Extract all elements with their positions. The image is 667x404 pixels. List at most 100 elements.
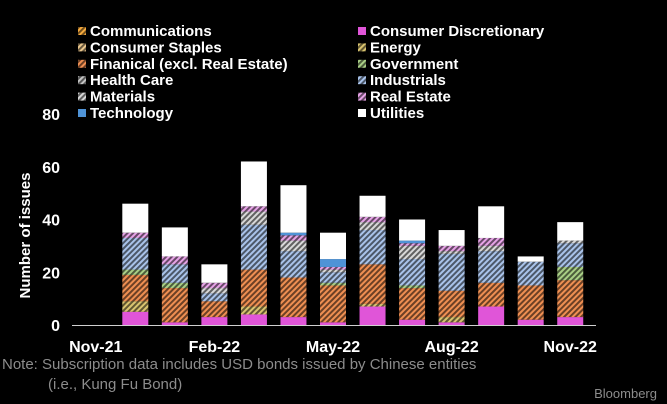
bar-segment bbox=[438, 253, 465, 291]
x-tick-label: May-22 bbox=[306, 339, 360, 356]
legend-label: Materials bbox=[90, 89, 155, 106]
bar-segment bbox=[280, 185, 307, 233]
bar-segment bbox=[161, 288, 188, 323]
bar-segment bbox=[280, 240, 307, 252]
bar-segment bbox=[201, 282, 228, 289]
bar-segment bbox=[359, 216, 386, 223]
bar-segment bbox=[557, 317, 584, 325]
bar-segment bbox=[359, 230, 386, 265]
legend-swatch bbox=[358, 59, 366, 68]
y-tick-label: 80 bbox=[42, 107, 60, 124]
bar-segment bbox=[557, 243, 584, 267]
bar-segment bbox=[161, 264, 188, 283]
chart-note: Note: Subscription data includes USD bon… bbox=[2, 355, 476, 395]
bar-segment bbox=[161, 322, 188, 325]
bar-segment bbox=[557, 280, 584, 318]
x-tick-label: Aug-22 bbox=[424, 339, 478, 356]
note-line-1: Note: Subscription data includes USD bon… bbox=[2, 356, 477, 373]
bar-segment bbox=[557, 240, 584, 244]
legend-swatch bbox=[78, 59, 86, 68]
bar-segment bbox=[320, 322, 346, 325]
bar-segment bbox=[280, 235, 307, 241]
bar-segment bbox=[399, 288, 426, 320]
bar-segment bbox=[359, 264, 386, 304]
bar-segment bbox=[320, 269, 346, 273]
bar-segment bbox=[478, 237, 505, 246]
bar-segment bbox=[517, 256, 544, 262]
bar-segment bbox=[399, 219, 426, 241]
y-tick-label: 0 bbox=[51, 318, 60, 335]
bar-segment bbox=[161, 282, 188, 289]
bar-segment bbox=[478, 251, 505, 283]
bar-segment bbox=[320, 272, 346, 283]
bar-segment bbox=[320, 285, 346, 323]
legend-swatch bbox=[78, 109, 86, 117]
bar-segment bbox=[399, 259, 426, 286]
bar-segment bbox=[359, 222, 386, 231]
bar-segment bbox=[201, 301, 228, 318]
bar-segment bbox=[122, 232, 149, 238]
bar-segment bbox=[557, 222, 584, 241]
bar-segment bbox=[161, 227, 188, 257]
legend-label: Government bbox=[370, 56, 458, 73]
bar-segment bbox=[478, 206, 505, 238]
y-tick-label: 20 bbox=[42, 265, 60, 282]
y-tick-label: 40 bbox=[42, 213, 60, 230]
bar-segment bbox=[240, 224, 267, 270]
bar-segment bbox=[517, 261, 544, 286]
x-tick-label: Nov-21 bbox=[69, 339, 122, 356]
bar-segment bbox=[438, 230, 465, 246]
bar-segment bbox=[122, 203, 149, 233]
legend-swatch bbox=[358, 43, 366, 52]
bar-segment bbox=[320, 282, 346, 286]
bar-segment bbox=[399, 240, 426, 244]
bar-segment bbox=[399, 285, 426, 289]
x-tick-label: Nov-22 bbox=[544, 339, 597, 356]
legend-swatch bbox=[78, 43, 86, 52]
brand-logo: Bloomberg bbox=[594, 386, 657, 401]
legend-swatch bbox=[78, 76, 86, 85]
bar-segment bbox=[240, 161, 267, 207]
bar-segment bbox=[240, 211, 267, 225]
y-tick-label: 60 bbox=[42, 160, 60, 177]
bar-segment bbox=[280, 277, 307, 318]
bar-segment bbox=[122, 274, 149, 302]
legend-swatch bbox=[358, 27, 366, 35]
note-line-2: (i.e., Kung Fu Bond) bbox=[48, 376, 183, 393]
bar-segment bbox=[161, 256, 188, 265]
legend-label: Technology bbox=[90, 105, 174, 122]
bar-segment bbox=[438, 322, 465, 325]
bar-segment bbox=[240, 306, 267, 315]
bar-segment bbox=[280, 251, 307, 278]
bar-segment bbox=[359, 306, 386, 325]
bar-segment bbox=[240, 314, 267, 325]
bar-segment bbox=[201, 293, 228, 302]
legend-label: Utilities bbox=[370, 105, 424, 122]
bar-segment bbox=[438, 251, 465, 254]
legend-label: Industrials bbox=[370, 72, 446, 89]
bar-segment bbox=[320, 259, 346, 267]
bar-segment bbox=[122, 311, 149, 325]
legend-swatch bbox=[78, 27, 86, 35]
legend-swatch bbox=[358, 76, 366, 85]
bar-segment bbox=[438, 317, 465, 323]
legend-label: Consumer Staples bbox=[90, 39, 222, 56]
bar-segment bbox=[517, 319, 544, 325]
bar-segment bbox=[517, 285, 544, 320]
legend-label: Health Care bbox=[90, 72, 173, 89]
legend-swatch bbox=[358, 92, 366, 101]
bar-segment bbox=[359, 303, 386, 307]
x-tick-label: Feb-22 bbox=[189, 339, 241, 356]
bar-segment bbox=[320, 266, 346, 270]
bar-segment bbox=[320, 232, 346, 260]
bar-segment bbox=[240, 269, 267, 307]
bar-segment bbox=[240, 206, 267, 212]
bar-segment bbox=[438, 245, 465, 252]
bar-segment bbox=[122, 301, 149, 312]
bar-segment bbox=[122, 237, 149, 270]
bar-segment bbox=[201, 317, 228, 325]
bar-segment bbox=[201, 288, 228, 294]
legend-label: Real Estate bbox=[370, 89, 451, 106]
bar-segment bbox=[280, 232, 307, 236]
